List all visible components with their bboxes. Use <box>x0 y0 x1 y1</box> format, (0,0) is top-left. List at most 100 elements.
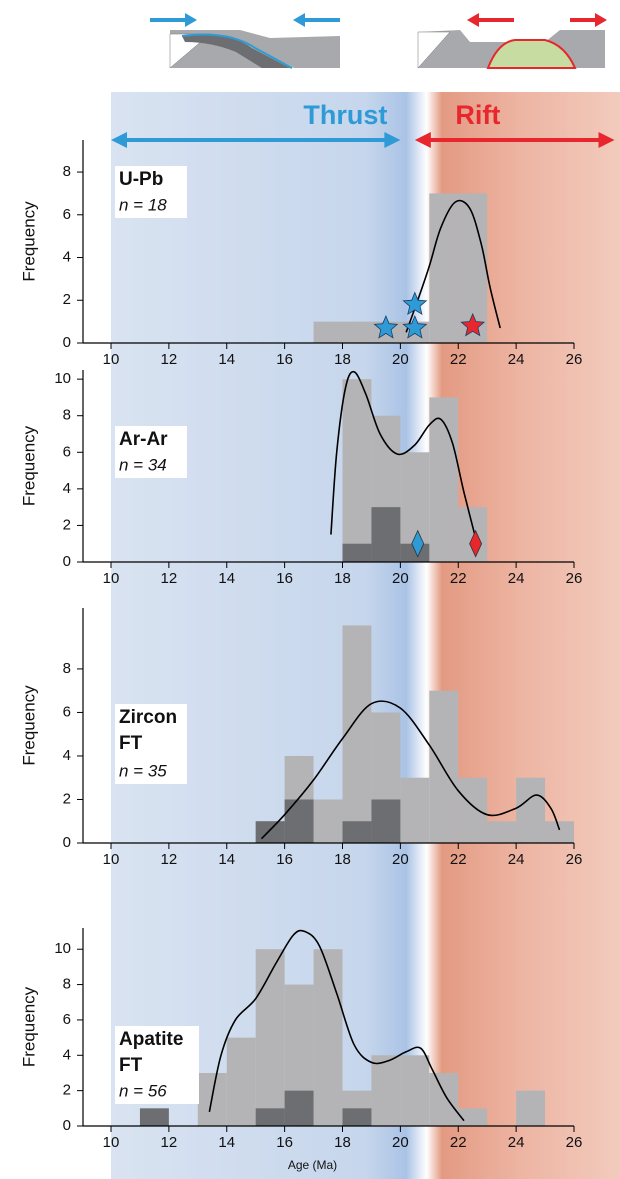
histogram-bar <box>342 543 372 562</box>
y-tick-label: 2 <box>63 291 71 308</box>
y-tick-label: 4 <box>63 1046 71 1063</box>
kde-curve <box>208 929 465 1122</box>
y-tick-label: 0 <box>63 553 71 570</box>
kde-curve <box>405 199 501 333</box>
histogram-bar <box>255 1108 285 1126</box>
x-tick-label: 14 <box>218 570 235 587</box>
x-tick-label: 26 <box>566 351 583 368</box>
sample-size: n = 34 <box>119 455 167 474</box>
histogram-bar <box>545 821 574 843</box>
histogram-bar <box>458 507 488 562</box>
y-tick-label: 4 <box>63 248 71 265</box>
histogram-bar <box>139 1108 169 1126</box>
histogram-bar <box>516 777 546 843</box>
sample-size: n = 56 <box>119 1081 167 1100</box>
label-box <box>115 166 187 218</box>
y-tick-label: 8 <box>63 976 71 993</box>
x-tick-label: 20 <box>392 851 409 868</box>
y-tick-label: 4 <box>63 747 71 764</box>
sample-size: n = 18 <box>119 195 167 214</box>
x-tick-label: 14 <box>218 851 235 868</box>
x-tick-label: 20 <box>392 570 409 587</box>
range-label: Rift <box>455 100 500 130</box>
histogram-bar <box>226 1037 256 1126</box>
histogram-bar <box>255 821 285 843</box>
y-tick-label: 2 <box>63 790 71 807</box>
label-box <box>115 426 187 478</box>
histogram-bar <box>313 949 343 1126</box>
x-tick-label: 16 <box>276 1134 293 1151</box>
star-marker <box>460 312 486 337</box>
thrust-schematic <box>150 13 340 69</box>
panel-label: FT <box>119 1055 143 1076</box>
x-tick-label: 18 <box>334 570 351 587</box>
x-tick-label: 20 <box>392 351 409 368</box>
histogram-bar <box>429 690 459 843</box>
x-tick-label: 24 <box>508 851 525 868</box>
panel-label: Apatite <box>119 1029 183 1050</box>
histogram-bar <box>458 1108 488 1126</box>
x-tick-label: 22 <box>450 851 467 868</box>
histogram-bar <box>458 777 488 843</box>
y-tick-label: 4 <box>63 480 71 497</box>
x-axis-label: Age (Ma) <box>288 1158 337 1172</box>
x-tick-label: 22 <box>450 570 467 587</box>
x-tick-label: 22 <box>450 351 467 368</box>
histogram-bar <box>429 397 459 562</box>
histogram-bar <box>342 321 372 343</box>
x-tick-label: 26 <box>566 570 583 587</box>
histogram-bar <box>342 821 372 843</box>
y-axis-label: Frequency <box>19 201 38 282</box>
y-tick-label: 10 <box>54 370 71 387</box>
histogram-bar <box>429 193 459 343</box>
histogram-bar <box>342 1108 372 1126</box>
y-tick-label: 8 <box>63 407 71 424</box>
x-tick-label: 10 <box>103 1134 120 1151</box>
y-axis-label: Frequency <box>19 986 38 1067</box>
arrow-head <box>384 132 401 148</box>
label-box <box>115 704 187 784</box>
histogram-bar <box>284 799 314 843</box>
histogram-bar <box>487 821 517 843</box>
histogram-bar <box>516 1090 546 1126</box>
x-tick-label: 24 <box>508 351 525 368</box>
panel-label: U-Pb <box>119 169 163 190</box>
x-tick-label: 18 <box>334 351 351 368</box>
y-tick-label: 2 <box>63 516 71 533</box>
x-tick-label: 18 <box>334 851 351 868</box>
rift-schematic <box>417 13 607 69</box>
histogram-bar <box>255 949 285 1126</box>
histogram-bar <box>284 1090 314 1126</box>
range-label: Thrust <box>303 100 387 130</box>
diamond-marker <box>411 529 425 558</box>
kde-curve <box>260 700 561 840</box>
histogram-bar <box>400 1055 430 1126</box>
x-tick-label: 16 <box>276 851 293 868</box>
y-tick-label: 6 <box>63 1011 71 1028</box>
y-tick-label: 2 <box>63 1082 71 1099</box>
x-tick-label: 18 <box>334 1134 351 1151</box>
x-tick-label: 10 <box>103 570 120 587</box>
x-tick-label: 12 <box>161 851 178 868</box>
x-tick-label: 26 <box>566 1134 583 1151</box>
arrow-head <box>598 132 615 148</box>
arrow-head <box>111 132 127 148</box>
histogram-bar <box>313 321 343 343</box>
histogram-bar <box>371 799 401 843</box>
x-tick-label: 24 <box>508 570 525 587</box>
y-tick-label: 10 <box>54 940 71 957</box>
x-tick-label: 10 <box>103 351 120 368</box>
sample-size: n = 35 <box>119 761 167 780</box>
x-tick-label: 16 <box>276 351 293 368</box>
y-tick-label: 0 <box>63 1117 71 1134</box>
x-tick-label: 12 <box>161 570 178 587</box>
panel-label: Ar-Ar <box>119 429 168 450</box>
histogram-bar <box>342 379 372 562</box>
y-tick-label: 6 <box>63 703 71 720</box>
histogram-bar <box>313 799 343 843</box>
histogram-bar <box>400 543 430 562</box>
